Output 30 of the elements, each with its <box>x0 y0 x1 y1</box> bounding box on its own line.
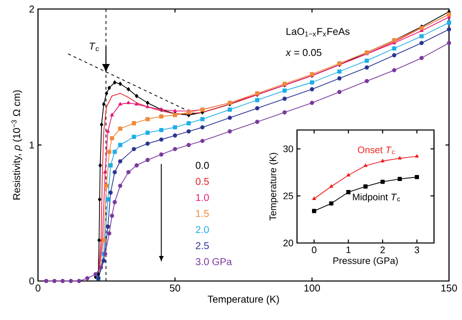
x-axis-title: Pressure (GPa) <box>333 257 398 266</box>
y-tick-label: 2 <box>29 6 34 12</box>
y-axis-title: Temperature (K) <box>269 152 278 220</box>
x-tick-label: 0 <box>312 246 316 254</box>
text: 1.0 <box>196 194 209 202</box>
series-label: Midpoint T$_{c}$ <box>352 193 400 202</box>
text: 1.5 <box>196 210 209 218</box>
x-tick-label: 3 <box>414 246 420 254</box>
y-tick-label: 1 <box>30 142 34 148</box>
text: 0.5 <box>196 178 209 185</box>
x-axis-title: Temperature (K) <box>208 295 279 305</box>
y-tick-label: 0 <box>29 277 34 285</box>
annotation: T$_{c}$ <box>90 42 99 52</box>
y-tick-label: 20 <box>283 240 294 246</box>
annotation: x = 0.05 <box>285 48 322 56</box>
x-tick-label: 100 <box>304 284 320 292</box>
annotation: LaO$_{1−x}$F$_{x}$FeAs <box>286 28 350 36</box>
y-tick-label: 25 <box>283 192 294 200</box>
y-tick-label: 30 <box>283 145 294 152</box>
text: 0.0 <box>196 162 209 169</box>
x-tick-label: 2 <box>380 246 385 254</box>
text: 2.0 <box>196 226 209 234</box>
x-tick-label: 0 <box>36 284 40 292</box>
series-label: Onset T$_{c}$ <box>358 146 395 154</box>
text: 3.0 GPa <box>196 258 232 266</box>
y-axis-title: Resistivity, ρ (10$^{−3}$ Ω cm) <box>12 90 22 200</box>
x-tick-label: 150 <box>441 284 457 292</box>
text: 2.5 <box>196 242 209 250</box>
x-tick-label: 50 <box>170 284 180 292</box>
x-tick-label: 1 <box>346 246 351 254</box>
